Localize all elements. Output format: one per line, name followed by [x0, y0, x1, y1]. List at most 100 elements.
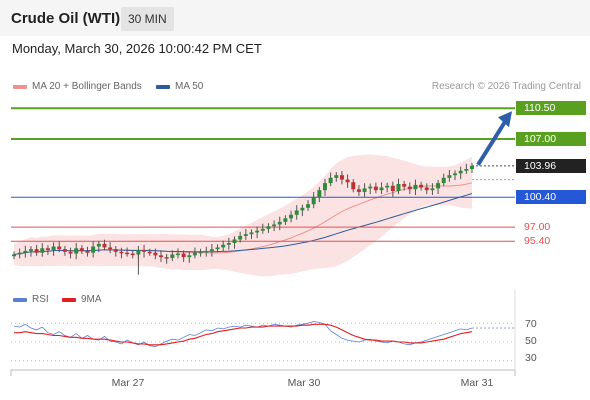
candle-body	[142, 250, 147, 252]
candle-body	[96, 243, 101, 247]
osc-level-30: 30	[525, 352, 537, 364]
candle-body	[430, 188, 435, 191]
projection-arrow-head	[498, 111, 512, 128]
instrument-title: Crude Oil (WTI)	[11, 10, 121, 27]
candle-body	[181, 253, 186, 258]
candle-body	[339, 175, 344, 180]
candle-body	[334, 175, 339, 178]
bollinger-swatch	[13, 84, 27, 89]
candle-body	[147, 251, 152, 254]
candle-body	[119, 251, 124, 254]
candle-body	[373, 186, 378, 191]
candle-body	[79, 248, 84, 251]
research-credit: Research © 2026 Trading Central	[431, 81, 581, 92]
candle-body	[57, 246, 62, 250]
candle-body	[238, 235, 243, 240]
candle-body	[136, 250, 141, 255]
candle-body	[260, 228, 265, 231]
candle-body	[283, 218, 288, 222]
candle-body	[470, 165, 474, 169]
candle-body	[91, 246, 96, 253]
candle-body	[356, 189, 361, 192]
x-label-mar-27: Mar 27	[111, 377, 145, 389]
candle-body	[23, 250, 28, 253]
candle-body	[272, 224, 277, 227]
candle-body	[249, 232, 254, 235]
bollinger-band	[14, 154, 472, 277]
candle-body	[266, 226, 271, 229]
candle-body	[300, 207, 305, 211]
candle-body	[396, 183, 401, 192]
candle-body	[102, 243, 107, 248]
level-label-107-00: 107.00	[516, 132, 586, 147]
candle-body	[125, 252, 130, 255]
legend-9ma: 9MA	[62, 294, 102, 305]
candle-body	[362, 188, 367, 192]
projection-arrow-shaft	[476, 119, 508, 166]
legend-bollinger-label: MA 20 + Bollinger Bands	[32, 81, 142, 92]
candle-body	[447, 175, 452, 178]
candle-body	[243, 234, 248, 236]
candle-body	[130, 253, 135, 256]
candle-body	[68, 251, 73, 254]
candle-body	[294, 210, 299, 215]
ma50-line	[13, 193, 473, 255]
candle-body	[28, 249, 33, 251]
candle-body	[379, 187, 384, 191]
candle-body	[221, 244, 226, 248]
candle-body	[226, 243, 231, 245]
candle-body	[164, 257, 169, 259]
legend-rsi: RSI	[13, 294, 49, 305]
x-label-mar-30: Mar 30	[287, 377, 321, 389]
candle-body	[277, 221, 282, 225]
candle-body	[17, 252, 22, 255]
candle-body	[215, 247, 220, 250]
osc-level-50: 50	[525, 335, 537, 347]
candle-body	[209, 249, 214, 251]
level-label-100-40: 100.40	[516, 190, 586, 205]
candle-body	[464, 169, 469, 171]
candle-body	[108, 247, 113, 250]
candle-body	[175, 253, 180, 256]
candle-body	[204, 250, 209, 253]
level-label-97-00: 97.00	[524, 221, 551, 234]
candle-body	[12, 254, 16, 257]
candle-body	[453, 173, 458, 176]
timeframe-button[interactable]: 30 MIN	[121, 7, 174, 31]
candle-body	[192, 252, 197, 256]
candle-body	[407, 186, 412, 190]
x-label-mar-31: Mar 31	[460, 377, 494, 389]
candle-body	[187, 255, 192, 258]
candle-body	[402, 183, 407, 187]
legend-9ma-label: 9MA	[81, 294, 102, 305]
candle-body	[51, 246, 56, 251]
candle-body	[289, 214, 294, 219]
rsi-ma-swatch	[62, 297, 76, 302]
candle-body	[62, 249, 67, 252]
candle-body	[232, 239, 237, 243]
timestamp: Monday, March 30, 2026 10:00:42 PM CET	[12, 41, 262, 56]
ma50-swatch	[156, 84, 170, 89]
candle-body	[317, 190, 322, 198]
level-label-95-40: 95.40	[524, 235, 551, 248]
rsi-line	[13, 321, 473, 348]
level-label-110-50: 110.50	[516, 101, 586, 116]
candle-body	[419, 184, 424, 188]
candle-body	[390, 185, 395, 192]
candle-body	[170, 254, 175, 258]
osc-level-70: 70	[525, 318, 537, 330]
candle-body	[255, 230, 260, 233]
header-bar	[0, 0, 590, 36]
candle-body	[345, 179, 350, 183]
candle-body	[458, 170, 463, 174]
legend-ma50-label: MA 50	[175, 81, 204, 92]
candle-body	[85, 250, 90, 253]
candle-body	[34, 249, 39, 253]
rsi-swatch	[13, 297, 27, 302]
candle-body	[385, 185, 390, 188]
last-price-label: 103.96	[516, 158, 586, 173]
candle-body	[413, 184, 418, 190]
candle-body	[328, 177, 333, 184]
candle-body	[74, 248, 79, 254]
